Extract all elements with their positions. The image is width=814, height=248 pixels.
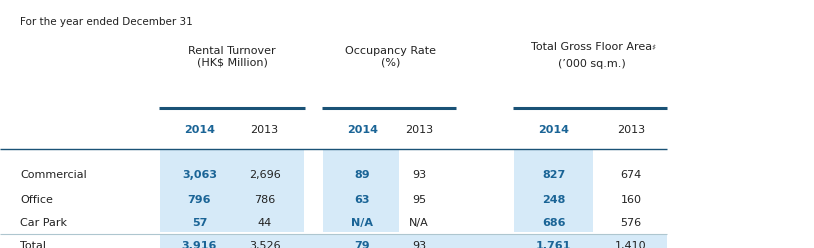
Text: 57: 57 — [192, 218, 207, 228]
Text: 2014: 2014 — [538, 125, 569, 135]
Text: Total Gross Floor Area: Total Gross Floor Area — [532, 42, 652, 52]
Text: 686: 686 — [542, 218, 565, 228]
Bar — [160, 234, 667, 248]
Text: 2014: 2014 — [184, 125, 215, 135]
Text: N/A: N/A — [351, 218, 374, 228]
Text: 95: 95 — [412, 195, 427, 205]
Text: 674: 674 — [620, 170, 641, 180]
Text: Occupancy Rate
(%): Occupancy Rate (%) — [345, 46, 436, 68]
Text: Commercial: Commercial — [20, 170, 87, 180]
Text: 2013: 2013 — [251, 125, 278, 135]
Text: 2013: 2013 — [617, 125, 645, 135]
Text: 248: 248 — [542, 195, 565, 205]
Text: 576: 576 — [620, 218, 641, 228]
Text: 1,410: 1,410 — [615, 241, 646, 248]
Bar — [323, 149, 399, 232]
Text: 44: 44 — [257, 218, 272, 228]
Text: 786: 786 — [254, 195, 275, 205]
Text: For the year ended December 31: For the year ended December 31 — [20, 17, 193, 27]
Text: 160: 160 — [620, 195, 641, 205]
Text: 93: 93 — [412, 170, 427, 180]
Text: 3,526: 3,526 — [249, 241, 280, 248]
Text: Total: Total — [20, 241, 46, 248]
Text: 3,916: 3,916 — [182, 241, 217, 248]
Text: 1,761: 1,761 — [536, 241, 571, 248]
Text: (’000 sq.m.): (’000 sq.m.) — [558, 60, 626, 69]
Text: ♯: ♯ — [651, 43, 655, 52]
Text: 93: 93 — [412, 241, 427, 248]
Text: N/A: N/A — [409, 218, 429, 228]
Text: 63: 63 — [354, 195, 370, 205]
Text: Office: Office — [20, 195, 53, 205]
Text: Rental Turnover
(HK$ Million): Rental Turnover (HK$ Million) — [188, 46, 276, 68]
Bar — [514, 149, 593, 232]
Text: Car Park: Car Park — [20, 218, 68, 228]
Bar — [160, 149, 304, 232]
Text: 79: 79 — [354, 241, 370, 248]
Text: 3,063: 3,063 — [182, 170, 217, 180]
Text: 2,696: 2,696 — [248, 170, 281, 180]
Text: 827: 827 — [542, 170, 565, 180]
Text: 2013: 2013 — [405, 125, 433, 135]
Text: 2014: 2014 — [347, 125, 378, 135]
Text: 89: 89 — [354, 170, 370, 180]
Text: 796: 796 — [188, 195, 211, 205]
